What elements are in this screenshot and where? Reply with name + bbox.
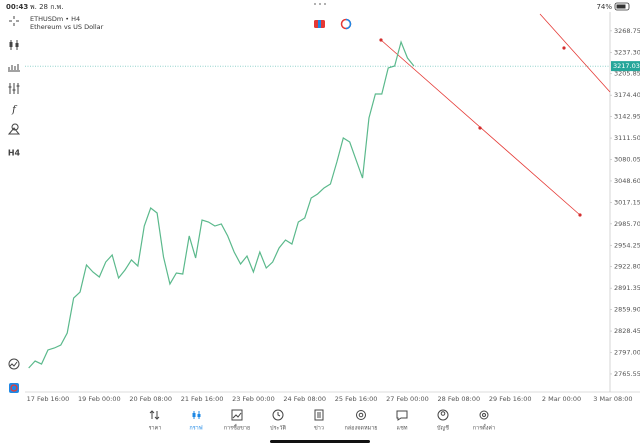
- nav-icon: [231, 409, 243, 421]
- symbol-description: Ethereum vs US Dollar: [30, 23, 104, 31]
- nav-label[interactable]: ข่าว: [314, 426, 324, 432]
- left-toolbar: f H4: [8, 16, 21, 393]
- y-tick-label: 2891.35: [614, 284, 640, 292]
- nav-label[interactable]: กล่องจดหมาย: [344, 426, 377, 432]
- one-click-button-part: [345, 18, 352, 30]
- trend-handle[interactable]: [578, 213, 582, 217]
- x-tick-label: 28 Feb 08:00: [438, 395, 481, 403]
- y-tick-label: 2828.45: [614, 327, 640, 335]
- nav-label[interactable]: ราคา: [149, 426, 162, 432]
- timeframe-button[interactable]: H4: [8, 149, 21, 158]
- indicator-tool[interactable]: [8, 64, 20, 72]
- home-indicator: [270, 440, 370, 443]
- y-tick-label: 2922.80: [614, 263, 640, 271]
- nav-icon: [149, 410, 160, 420]
- nav-label[interactable]: แชท: [397, 425, 408, 432]
- nav-icon: [437, 409, 449, 421]
- x-tick-label: 21 Feb 16:00: [181, 395, 224, 403]
- x-tick-label: 29 Feb 16:00: [489, 395, 532, 403]
- x-tick-label: 25 Feb 16:00: [335, 395, 378, 403]
- settings-tool[interactable]: [8, 83, 20, 94]
- x-tick-label: 2 Mar 00:00: [542, 395, 581, 403]
- y-tick-label: 3111.50: [614, 134, 640, 142]
- nav-label[interactable]: การตั้งค่า: [473, 424, 495, 432]
- y-tick-label: 2859.90: [614, 306, 640, 314]
- candle: [9, 42, 13, 47]
- symbol: ETHUSDm • H4: [30, 15, 80, 23]
- y-tick-label: 3048.60: [614, 177, 640, 185]
- dot: [314, 3, 316, 5]
- function-tool[interactable]: f: [11, 105, 18, 116]
- price-line: [28, 40, 415, 369]
- trend-handle[interactable]: [379, 38, 383, 42]
- candle: [15, 43, 19, 47]
- y-tick-label: 2954.25: [614, 241, 640, 249]
- battery-fill: [616, 4, 626, 9]
- app-icon-glyph: [10, 384, 18, 392]
- nav-icon: [272, 409, 284, 421]
- quick-trade-button-part: [318, 20, 321, 28]
- bottom-nav: [149, 409, 489, 421]
- shapes-tool[interactable]: [7, 123, 21, 135]
- y-tick-label: 3017.15: [614, 198, 640, 206]
- x-tick-label: 27 Feb 00:00: [386, 395, 429, 403]
- nav-icon: [197, 414, 201, 417]
- y-tick-label: 3237.30: [614, 48, 640, 56]
- x-tick-label: 19 Feb 00:00: [78, 395, 121, 403]
- nav-icon: [440, 411, 446, 416]
- y-tick-label: 3142.95: [614, 113, 640, 121]
- y-tick-label: 3080.05: [614, 156, 640, 164]
- nav-label[interactable]: บัญชี: [437, 425, 449, 432]
- trend-handle[interactable]: [478, 126, 482, 130]
- x-tick-label: 24 Feb 08:00: [283, 395, 326, 403]
- x-tick-label: 3 Mar 08:00: [593, 395, 632, 403]
- battery-icon: [614, 2, 630, 11]
- y-tick-label: 2765.55: [614, 370, 640, 378]
- dot: [324, 3, 326, 5]
- y-tick-label: 3205.85: [614, 70, 640, 78]
- status-date: พ. 28 ก.พ.: [30, 3, 64, 11]
- nav-label[interactable]: กราฟ: [189, 425, 202, 432]
- dot: [319, 3, 321, 5]
- nav-icon: [396, 410, 408, 421]
- nav-label[interactable]: ประวัติ: [270, 425, 286, 432]
- nav-icon: [482, 413, 486, 417]
- y-tick-label: 3174.40: [614, 91, 640, 99]
- y-tick-label: 2985.70: [614, 220, 640, 228]
- trade-signal-glyph: [9, 361, 18, 367]
- x-tick-label: 23 Feb 00:00: [232, 395, 275, 403]
- trend-handle[interactable]: [562, 46, 566, 50]
- nav-label[interactable]: การซื้อขาย: [224, 424, 250, 432]
- trend-lines: [379, 13, 611, 217]
- nav-icon: [358, 412, 364, 418]
- trade-signal-tool[interactable]: [8, 358, 20, 370]
- trend-line[interactable]: [539, 13, 611, 93]
- x-tick-label: 20 Feb 08:00: [129, 395, 172, 403]
- nav-icon: [314, 409, 324, 421]
- last-price-label: 3217.03: [613, 62, 640, 70]
- y-tick-label: 2797.00: [614, 349, 640, 357]
- crosshair-tool[interactable]: [9, 16, 19, 26]
- nav-icon: [192, 413, 196, 417]
- nav-icon: [356, 410, 366, 420]
- battery-level: 74%: [596, 3, 612, 11]
- nav-icon: [479, 410, 489, 420]
- nav-icon: [277, 412, 281, 417]
- x-tick-label: 17 Feb 16:00: [27, 395, 70, 403]
- y-tick-label: 3268.75: [614, 27, 640, 35]
- price-chart: 3268.75 3237.30 3205.85 3174.40 3142.95 3111.…: [25, 27, 640, 403]
- status-time: 00:43: [6, 3, 28, 11]
- last-price-box: [611, 61, 640, 72]
